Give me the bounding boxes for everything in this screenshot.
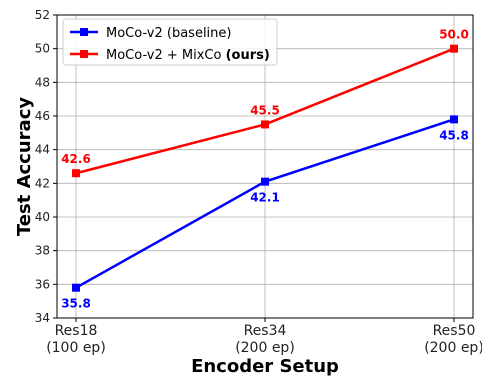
y-tick-label: 40	[35, 210, 50, 224]
data-label: 35.8	[61, 297, 91, 311]
data-point	[450, 44, 458, 53]
x-tick-label: Res50	[433, 323, 476, 339]
y-tick-label: 50	[35, 42, 50, 56]
data-label: 42.6	[61, 152, 91, 166]
y-tick-label: 36	[35, 277, 50, 291]
x-tick-label: Res18	[55, 323, 98, 339]
y-axis-ticks: 34 36 38 40 42 44 46 48 50 52	[35, 8, 57, 325]
y-tick-label: 46	[35, 109, 50, 123]
legend-label-bold: (ours)	[226, 48, 270, 63]
y-tick-label: 34	[35, 311, 50, 325]
legend-box	[62, 18, 278, 66]
x-axis-ticks: Res18(100 ep)Res34(200 ep)Res50(200 ep)	[46, 318, 482, 356]
legend-label: MoCo-v2 (baseline)	[106, 26, 231, 41]
y-tick-label: 42	[35, 176, 50, 190]
x-tick-label: Res34	[244, 323, 287, 339]
data-point	[72, 283, 80, 292]
data-point	[261, 120, 269, 129]
x-tick-label: (100 ep)	[46, 340, 106, 356]
data-point	[72, 169, 80, 178]
data-label: 45.5	[250, 103, 280, 117]
x-tick-label: (200 ep)	[424, 340, 482, 356]
legend-label-text: MoCo-v2 + MixCo	[106, 48, 226, 63]
x-axis-title: Encoder Setup	[191, 356, 339, 377]
y-tick-label: 44	[35, 143, 50, 157]
x-tick-label: (200 ep)	[235, 340, 295, 356]
data-point	[261, 177, 269, 186]
legend-label-text: MoCo-v2 (baseline)	[106, 26, 231, 41]
data-label: 42.1	[250, 191, 280, 205]
data-label: 45.8	[439, 128, 469, 142]
y-axis-title: Test Accuracy	[14, 97, 35, 236]
data-label: 50.0	[439, 28, 469, 42]
data-point	[450, 115, 458, 124]
y-tick-label: 38	[35, 244, 50, 258]
y-tick-label: 52	[35, 8, 50, 22]
legend-marker	[80, 28, 88, 36]
series-layer: 35.8 42.1 45.8 42.6 45.5 50.0	[61, 28, 469, 311]
legend-label: MoCo-v2 + MixCo (ours)	[106, 48, 270, 63]
y-tick-label: 48	[35, 75, 50, 89]
legend: MoCo-v2 (baseline) MoCo-v2 + MixCo (ours)	[62, 18, 278, 66]
legend-marker	[80, 50, 88, 58]
